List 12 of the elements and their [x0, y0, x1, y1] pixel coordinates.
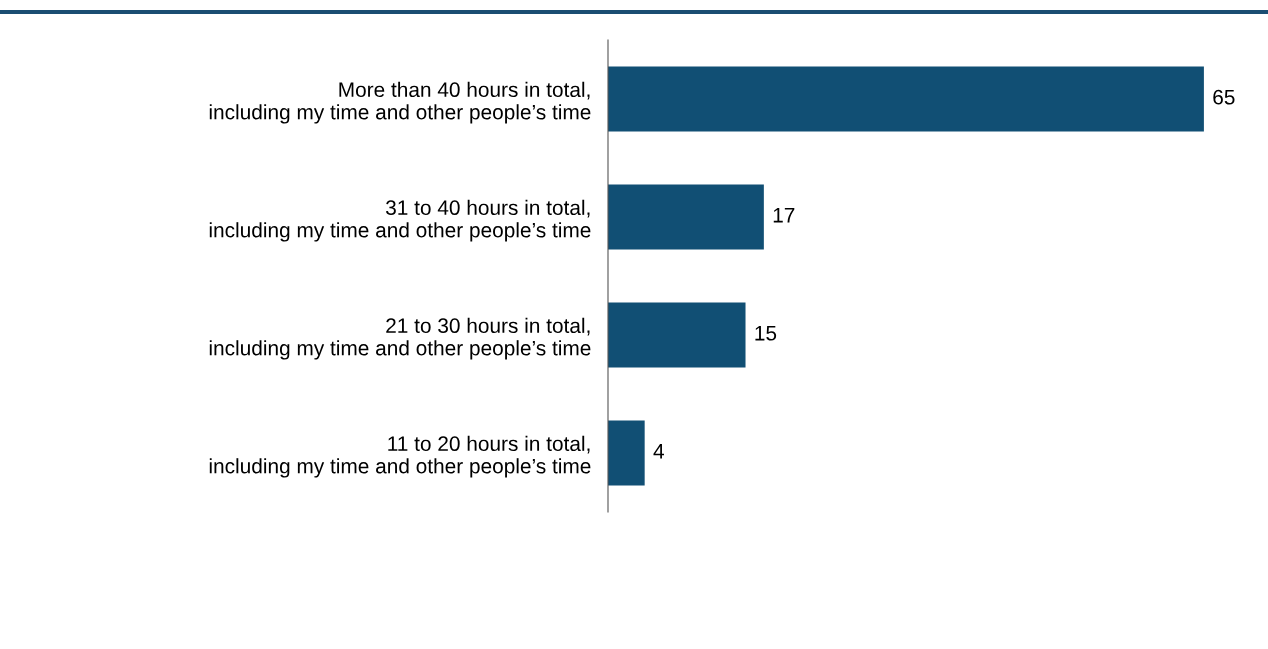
- bar: [608, 66, 1204, 132]
- bar: [608, 302, 746, 368]
- data-label: 65: [1213, 89, 1235, 105]
- bar: [608, 420, 645, 486]
- y-tick-label: 11 to 20 hours in total, including my time and other people’s time: [209, 435, 591, 478]
- data-label: 4: [653, 444, 664, 459]
- y-tick-label: 21 to 30 hours in total, including my time and other people’s time: [209, 317, 591, 360]
- y-tick-label: More than 40 hours in total, including my time and other people’s time: [209, 81, 591, 124]
- data-label: 15: [755, 326, 777, 341]
- data-label: 17: [773, 208, 795, 223]
- y-tick-label: 31 to 40 hours in total, including my time and other people’s time: [209, 199, 591, 242]
- bar: [608, 184, 764, 250]
